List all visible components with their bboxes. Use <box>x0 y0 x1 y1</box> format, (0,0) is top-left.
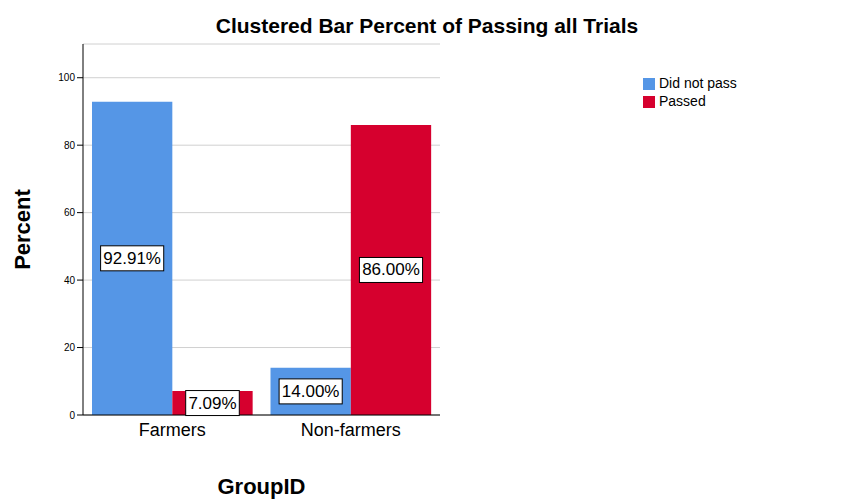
html-text:Did not pass: Did not pass <box>659 75 737 91</box>
html-text:Clustered Bar Percent of Passi: Clustered Bar Percent of Passing all Tri… <box>215 14 639 37</box>
svg-text:60: 60 <box>64 207 76 218</box>
svg-text:40: 40 <box>64 275 76 286</box>
svg-text:Non-farmers: Non-farmers <box>301 420 401 440</box>
svg-text:7.09%: 7.09% <box>188 394 236 413</box>
svg-text:Percent: Percent <box>10 188 35 269</box>
svg-text:86.00%: 86.00% <box>362 260 420 279</box>
svg-text:100: 100 <box>58 72 75 83</box>
svg-text:92.91%: 92.91% <box>103 249 161 268</box>
svg-text:GroupID: GroupID <box>218 474 306 499</box>
html-text:Passed: Passed <box>659 93 706 109</box>
svg-text:14.00%: 14.00% <box>282 382 340 401</box>
svg-text:20: 20 <box>64 342 76 353</box>
svg-text:0: 0 <box>69 410 75 421</box>
svg-text:80: 80 <box>64 140 76 151</box>
svg-text:Farmers: Farmers <box>139 420 206 440</box>
